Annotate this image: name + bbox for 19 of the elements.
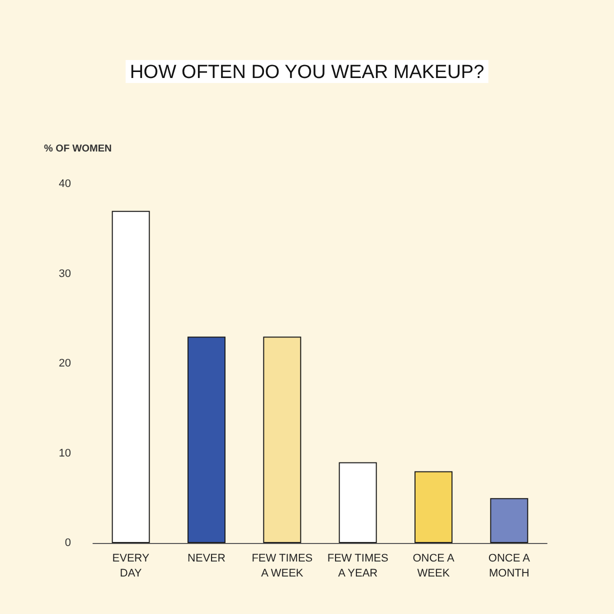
bar [338, 462, 377, 543]
x-tick-label: NEVER [188, 552, 226, 564]
y-tick-label: 10 [58, 447, 71, 460]
y-tick-label: 0 [64, 537, 71, 549]
bar [263, 336, 302, 543]
bar [490, 498, 528, 543]
y-tick-label: 40 [58, 178, 71, 190]
bar [188, 336, 226, 543]
y-tick-label: 30 [58, 268, 71, 280]
x-tick-label: EVERY DAY [112, 552, 150, 580]
x-tick-label: FEW TIMES A YEAR [327, 552, 388, 580]
bar [112, 210, 150, 543]
bar [414, 471, 452, 543]
chart-title: HOW OFTEN DO YOU WEAR MAKEUP? [130, 62, 484, 83]
x-tick-label: ONCE A MONTH [488, 552, 531, 580]
y-axis-title: % OF WOMEN [44, 144, 112, 154]
y-tick-label: 20 [58, 358, 71, 370]
x-tick-label: FEW TIMES A WEEK [252, 552, 313, 580]
x-tick-label: ONCE A WEEK [412, 552, 455, 580]
